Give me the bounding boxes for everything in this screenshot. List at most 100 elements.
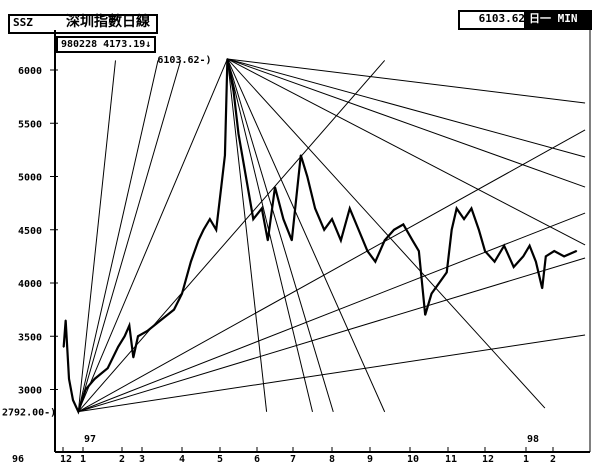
fan-line [78,257,586,413]
fan-line [227,58,586,188]
price-point [512,266,515,268]
year-label: 97 [84,434,96,445]
fan-line [78,212,586,413]
y-tick-label: 3500 [18,332,42,343]
fan-line [77,60,159,412]
mode-button[interactable]: 日一 MIN [524,10,592,30]
fan-line [78,334,586,413]
price-point [306,175,309,178]
low-annotation: 2792.00-) [2,408,56,419]
price-point [455,207,458,210]
y-tick-label: 4000 [18,279,42,290]
price-point [331,218,333,220]
price-point [267,239,269,242]
price-point [93,378,96,380]
price-point [84,388,87,391]
year-label: 98 [527,434,539,445]
high-annotation: 6103.62-) [157,55,211,66]
price-point [274,186,276,188]
x-tick-label: 3 [139,454,145,465]
price-point [197,239,200,242]
price-point [64,319,67,322]
price-point [224,154,226,156]
price-point [128,324,131,327]
price-point [62,346,65,348]
price-point [173,308,175,311]
price-point [402,223,405,226]
price-point [424,314,427,316]
price-point [232,90,235,93]
price-point [291,239,293,242]
x-tick-label: 9 [367,454,373,465]
price-line [62,58,577,415]
price-point [493,260,496,263]
fan-line [226,58,386,413]
y-tick-label: 4500 [18,226,42,237]
price-point [132,356,135,359]
price-point [323,228,326,231]
price-point [348,207,351,210]
price-point [503,244,505,247]
fan-line [227,58,586,246]
x-tick-label: 6 [254,454,260,465]
fan-line [227,58,586,158]
price-point [123,335,126,338]
x-tick-label: 12 [482,454,494,465]
price-point [202,228,205,231]
price-point [226,58,229,60]
price-point [300,154,302,156]
x-tick-label: 10 [407,454,419,465]
fan-line [77,60,182,412]
x-tick-label: 4 [179,454,185,465]
price-point [117,346,119,348]
fan-line [226,58,268,412]
price-point [430,292,433,295]
x-tick-label: 7 [290,454,296,465]
fan-line [227,58,546,409]
price-point [72,399,74,401]
price-point [252,218,255,220]
price-point [463,218,465,220]
price-point [137,335,139,338]
price-point [522,255,525,258]
price-point [541,287,543,290]
fan-line [226,58,313,412]
price-point [445,271,448,274]
price-point [553,250,556,252]
x-tick-label: 2 [119,454,125,465]
price-point [535,260,537,263]
price-point [68,378,70,380]
symbol-code: SSZ [13,16,33,29]
price-point [190,260,192,263]
price-point [450,228,453,231]
price-point [237,133,240,135]
price-point [215,228,217,231]
y-tick-label: 6000 [18,66,42,77]
peak-readout: 6103.62 [458,10,530,30]
fan-line [77,58,228,412]
x-tick-label: 12 [60,454,72,465]
price-point [340,239,342,242]
price-point [418,250,420,252]
symbol-box: SSZ 深圳指數日線 [8,14,158,34]
year-label: 96 [12,454,24,465]
price-point [470,207,473,210]
chart-title: 深圳指數日線 [66,14,150,30]
fan-line [77,60,116,412]
price-point [563,255,565,258]
price-point [528,244,531,247]
x-tick-label: 11 [445,454,457,465]
price-point [261,207,263,210]
price-point [282,218,285,220]
price-point [209,218,211,220]
price-point [484,250,486,252]
price-point [106,367,109,370]
price-point [77,410,80,413]
y-tick-label: 5500 [18,119,42,130]
price-point [478,228,480,231]
y-tick-label: 3000 [18,386,42,397]
price-point [357,228,360,231]
x-tick-label: 8 [329,454,335,465]
